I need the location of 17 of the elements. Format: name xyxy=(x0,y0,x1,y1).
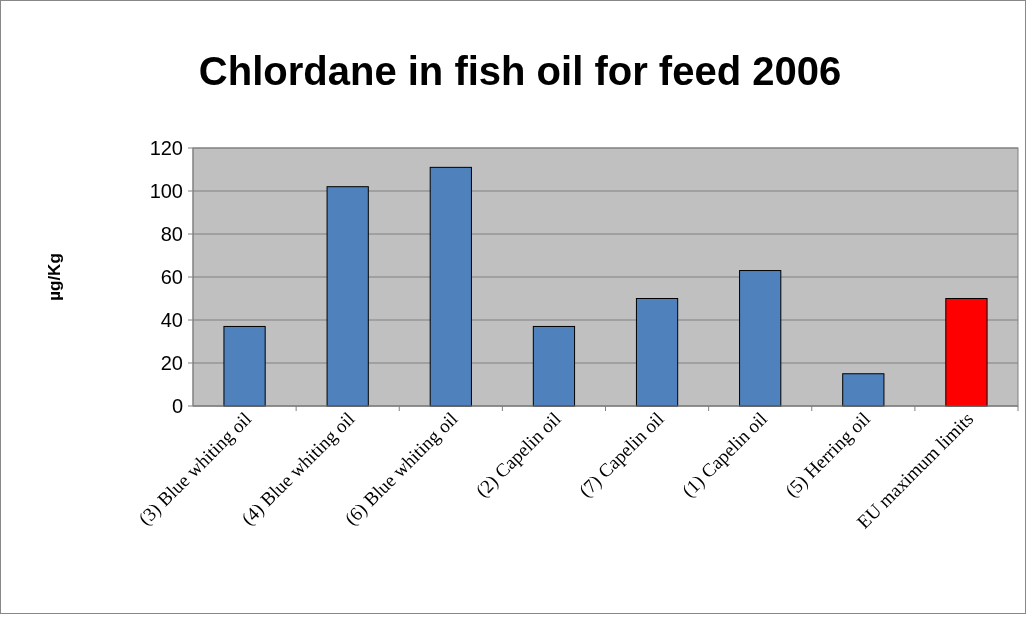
bar xyxy=(223,325,266,407)
y-axis-title: µg/Kg xyxy=(45,253,64,301)
y-tick-label: 60 xyxy=(160,266,183,288)
y-tick-label: 120 xyxy=(149,137,183,159)
y-tick-label: 40 xyxy=(160,309,183,331)
bar xyxy=(326,186,369,407)
bar xyxy=(532,325,576,407)
y-tick-label: 80 xyxy=(160,223,183,245)
bar xyxy=(429,166,472,407)
y-tick-label: 100 xyxy=(149,180,183,202)
chart-title: Chlordane in fish oil for feed 2006 xyxy=(198,49,842,93)
bar xyxy=(842,373,885,407)
bar xyxy=(739,270,782,407)
y-tick-label: 0 xyxy=(171,395,183,417)
bar xyxy=(945,298,988,407)
bar xyxy=(635,298,679,407)
y-tick-label: 20 xyxy=(160,352,183,374)
